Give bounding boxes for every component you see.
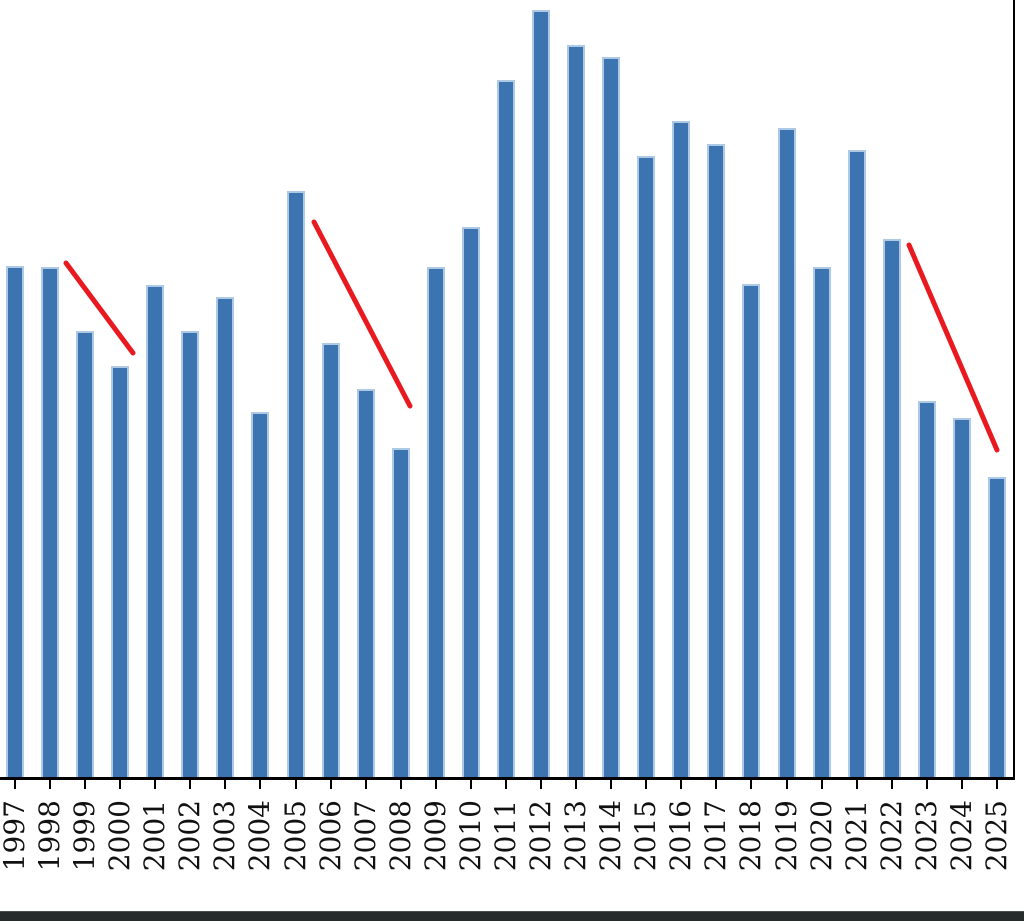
bar-2021 — [847, 150, 866, 779]
x-tick-2000 — [119, 780, 122, 789]
x-tick-label-1999: 1999 — [68, 800, 102, 872]
x-tick-label-2010: 2010 — [453, 800, 487, 872]
x-tick-2019 — [785, 780, 788, 789]
x-tick-2024 — [960, 780, 963, 789]
bar-2015 — [637, 156, 656, 779]
x-tick-label-2013: 2013 — [559, 800, 593, 872]
bar-2017 — [707, 144, 726, 779]
x-tick-2021 — [855, 780, 858, 789]
bar-2019 — [777, 128, 796, 779]
x-tick-2025 — [995, 780, 998, 789]
x-tick-2012 — [540, 780, 543, 789]
x-tick-label-2000: 2000 — [103, 800, 137, 872]
bar-2022 — [882, 239, 901, 779]
x-tick-2020 — [820, 780, 823, 789]
x-tick-2010 — [469, 780, 472, 789]
bar-2002 — [181, 331, 200, 779]
x-tick-2007 — [364, 780, 367, 789]
x-tick-1997 — [14, 780, 16, 789]
x-tick-label-2003: 2003 — [208, 800, 242, 872]
bar-2003 — [216, 297, 235, 779]
x-tick-label-2004: 2004 — [243, 800, 277, 872]
x-tick-label-2015: 2015 — [629, 800, 663, 872]
x-tick-2013 — [575, 780, 578, 789]
x-tick-label-2016: 2016 — [664, 800, 698, 872]
bar-2005 — [286, 191, 305, 779]
x-tick-label-2001: 2001 — [138, 800, 172, 872]
x-tick-2003 — [224, 780, 227, 789]
bar-2020 — [812, 267, 831, 779]
x-tick-2015 — [645, 780, 648, 789]
x-tick-2004 — [259, 780, 262, 789]
x-tick-2017 — [715, 780, 718, 789]
bar-2011 — [496, 80, 515, 779]
x-tick-label-2011: 2011 — [488, 800, 522, 872]
x-tick-label-2002: 2002 — [173, 800, 207, 872]
x-tick-label-2019: 2019 — [769, 800, 803, 872]
x-tick-2002 — [189, 780, 192, 789]
bar-2001 — [146, 285, 165, 779]
bar-2016 — [672, 121, 691, 779]
x-tick-2008 — [399, 780, 402, 789]
bar-2025 — [987, 477, 1006, 779]
x-tick-1999 — [84, 780, 87, 789]
x-axis-line — [0, 777, 1015, 780]
right-axis-spine — [1013, 0, 1015, 780]
bar-2023 — [917, 401, 936, 779]
x-tick-label-2012: 2012 — [524, 800, 558, 872]
x-tick-2018 — [750, 780, 753, 789]
bar-2024 — [952, 418, 971, 779]
bar-2000 — [111, 366, 130, 779]
x-tick-label-2008: 2008 — [383, 800, 417, 872]
x-tick-label-1998: 1998 — [33, 800, 67, 872]
x-tick-label-2020: 2020 — [804, 800, 838, 872]
bar-2018 — [742, 284, 761, 779]
bar-2013 — [567, 45, 586, 779]
bar-1997 — [6, 266, 24, 779]
x-tick-label-2017: 2017 — [699, 800, 733, 872]
x-tick-label-1997: 1997 — [0, 800, 31, 872]
x-tick-label-2014: 2014 — [594, 800, 628, 872]
bar-2010 — [461, 227, 480, 779]
x-tick-label-2023: 2023 — [909, 800, 943, 872]
x-tick-1998 — [49, 780, 52, 789]
x-tick-label-2009: 2009 — [418, 800, 452, 872]
bar-1998 — [41, 267, 60, 779]
bar-2012 — [532, 10, 551, 779]
bar-2014 — [602, 57, 621, 779]
bar-1999 — [76, 331, 95, 779]
bar-2006 — [321, 343, 340, 779]
x-tick-label-2006: 2006 — [313, 800, 347, 872]
bar-2004 — [251, 412, 270, 779]
x-tick-2011 — [504, 780, 507, 789]
x-tick-2014 — [610, 780, 613, 789]
bar-2007 — [356, 389, 375, 779]
x-tick-label-2022: 2022 — [874, 800, 908, 872]
x-tick-2023 — [925, 780, 928, 789]
x-tick-2005 — [294, 780, 297, 789]
x-tick-label-2018: 2018 — [734, 800, 768, 872]
bar-2008 — [391, 448, 410, 779]
bar-2009 — [426, 267, 445, 779]
x-tick-2001 — [154, 780, 157, 789]
x-tick-label-2007: 2007 — [348, 800, 382, 872]
x-tick-2006 — [329, 780, 332, 789]
x-tick-label-2025: 2025 — [979, 800, 1013, 872]
x-tick-2022 — [890, 780, 893, 789]
bottom-window-edge — [0, 911, 1024, 921]
x-tick-label-2005: 2005 — [278, 800, 312, 872]
x-tick-label-2021: 2021 — [839, 800, 873, 872]
x-tick-2009 — [434, 780, 437, 789]
x-tick-label-2024: 2024 — [944, 800, 978, 872]
x-tick-2016 — [680, 780, 683, 789]
